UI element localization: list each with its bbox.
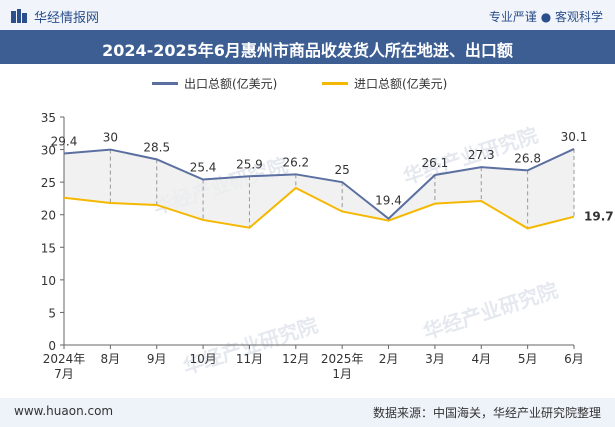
legend-swatch-export — [152, 82, 178, 85]
x-tick-label: 12月 — [282, 352, 309, 366]
y-tick-label: 20 — [41, 209, 56, 223]
x-tick-label: 2024年 7月 — [43, 352, 86, 381]
top-bar: 华经情报网 专业严谨 ● 客观科学 — [0, 0, 615, 30]
legend: 出口总额(亿美元) 进口总额(亿美元) — [0, 75, 615, 95]
x-tick-label: 10月 — [189, 352, 216, 366]
export-data-label: 29.4 — [51, 134, 78, 148]
y-tick-label: 35 — [41, 111, 56, 125]
x-tick-label-line: 2025年 — [321, 352, 364, 366]
x-tick-label: 2025年 1月 — [321, 352, 364, 381]
x-tick-label-line: 10月 — [189, 352, 216, 366]
export-data-label: 25.9 — [236, 157, 263, 171]
export-data-label: 26.1 — [422, 156, 449, 170]
legend-label-import: 进口总额(亿美元) — [354, 77, 448, 91]
x-tick-label-line: 12月 — [282, 352, 309, 366]
chart-title: 2024-2025年6月惠州市商品收发货人所在地进、出口额 — [102, 41, 513, 60]
footer-website: www.huaon.com — [14, 404, 114, 418]
import-data-label: 19.7 — [584, 210, 614, 224]
y-tick-label: 30 — [41, 144, 56, 158]
y-tick-label: 15 — [41, 241, 56, 255]
export-data-label: 30.1 — [561, 130, 588, 144]
x-tick-label-line: 4月 — [471, 352, 491, 366]
x-tick-label-line: 11月 — [236, 352, 263, 366]
x-tick-label-line: 8月 — [101, 352, 121, 366]
x-tick-label: 3月 — [425, 352, 445, 366]
band-fill — [64, 148, 574, 229]
x-tick-label-line: 2月 — [379, 352, 399, 366]
import-line — [63, 186, 575, 230]
y-tick-label: 25 — [41, 176, 56, 190]
brand-logo-icon — [11, 8, 27, 23]
legend-label-export: 出口总额(亿美元) — [184, 77, 278, 91]
x-tick-label-line: 1月 — [332, 367, 352, 381]
export-data-label: 25 — [335, 163, 350, 177]
export-data-label: 26.2 — [282, 155, 309, 169]
y-tick-label: 0 — [48, 339, 56, 353]
x-tick-label: 6月 — [564, 352, 584, 366]
brand: 华经情报网 — [10, 7, 99, 26]
y-tick-label: 10 — [41, 274, 56, 288]
x-tick-label: 11月 — [236, 352, 263, 366]
export-data-label: 26.8 — [514, 151, 541, 165]
x-tick-label: 9月 — [147, 352, 167, 366]
x-tick-label-line: 9月 — [147, 352, 167, 366]
tagline: 专业严谨 ● 客观科学 — [488, 10, 603, 24]
footer-source: 数据来源：中国海关，华经产业研究院整理 — [372, 406, 601, 420]
brand-name: 华经情报网 — [34, 11, 100, 26]
x-tick-label-line: 2024年 — [43, 352, 86, 366]
x-tick-label: 5月 — [518, 352, 538, 366]
export-data-label: 19.4 — [375, 194, 402, 208]
title-bar: 2024-2025年6月惠州市商品收发货人所在地进、出口额 — [0, 30, 615, 64]
x-tick-label-line: 7月 — [54, 367, 74, 381]
export-data-label: 28.5 — [143, 140, 170, 154]
x-tick-label-line: 5月 — [518, 352, 538, 366]
x-tick-label: 2月 — [379, 352, 399, 366]
export-data-label: 25.4 — [190, 161, 217, 175]
x-tick-label-line: 6月 — [564, 352, 584, 366]
x-tick-label-line: 3月 — [425, 352, 445, 366]
export-data-label: 27.3 — [468, 148, 495, 162]
export-line — [63, 148, 575, 220]
legend-item-export: 出口总额(亿美元) — [152, 75, 277, 92]
legend-swatch-import — [322, 82, 348, 85]
footer: www.huaon.com 数据来源：中国海关，华经产业研究院整理 — [0, 398, 615, 427]
export-data-label: 30 — [103, 131, 118, 145]
x-tick-label: 8月 — [101, 352, 121, 366]
x-tick-label: 4月 — [471, 352, 491, 366]
legend-item-import: 进口总额(亿美元) — [322, 75, 447, 92]
y-tick-label: 5 — [48, 306, 56, 320]
